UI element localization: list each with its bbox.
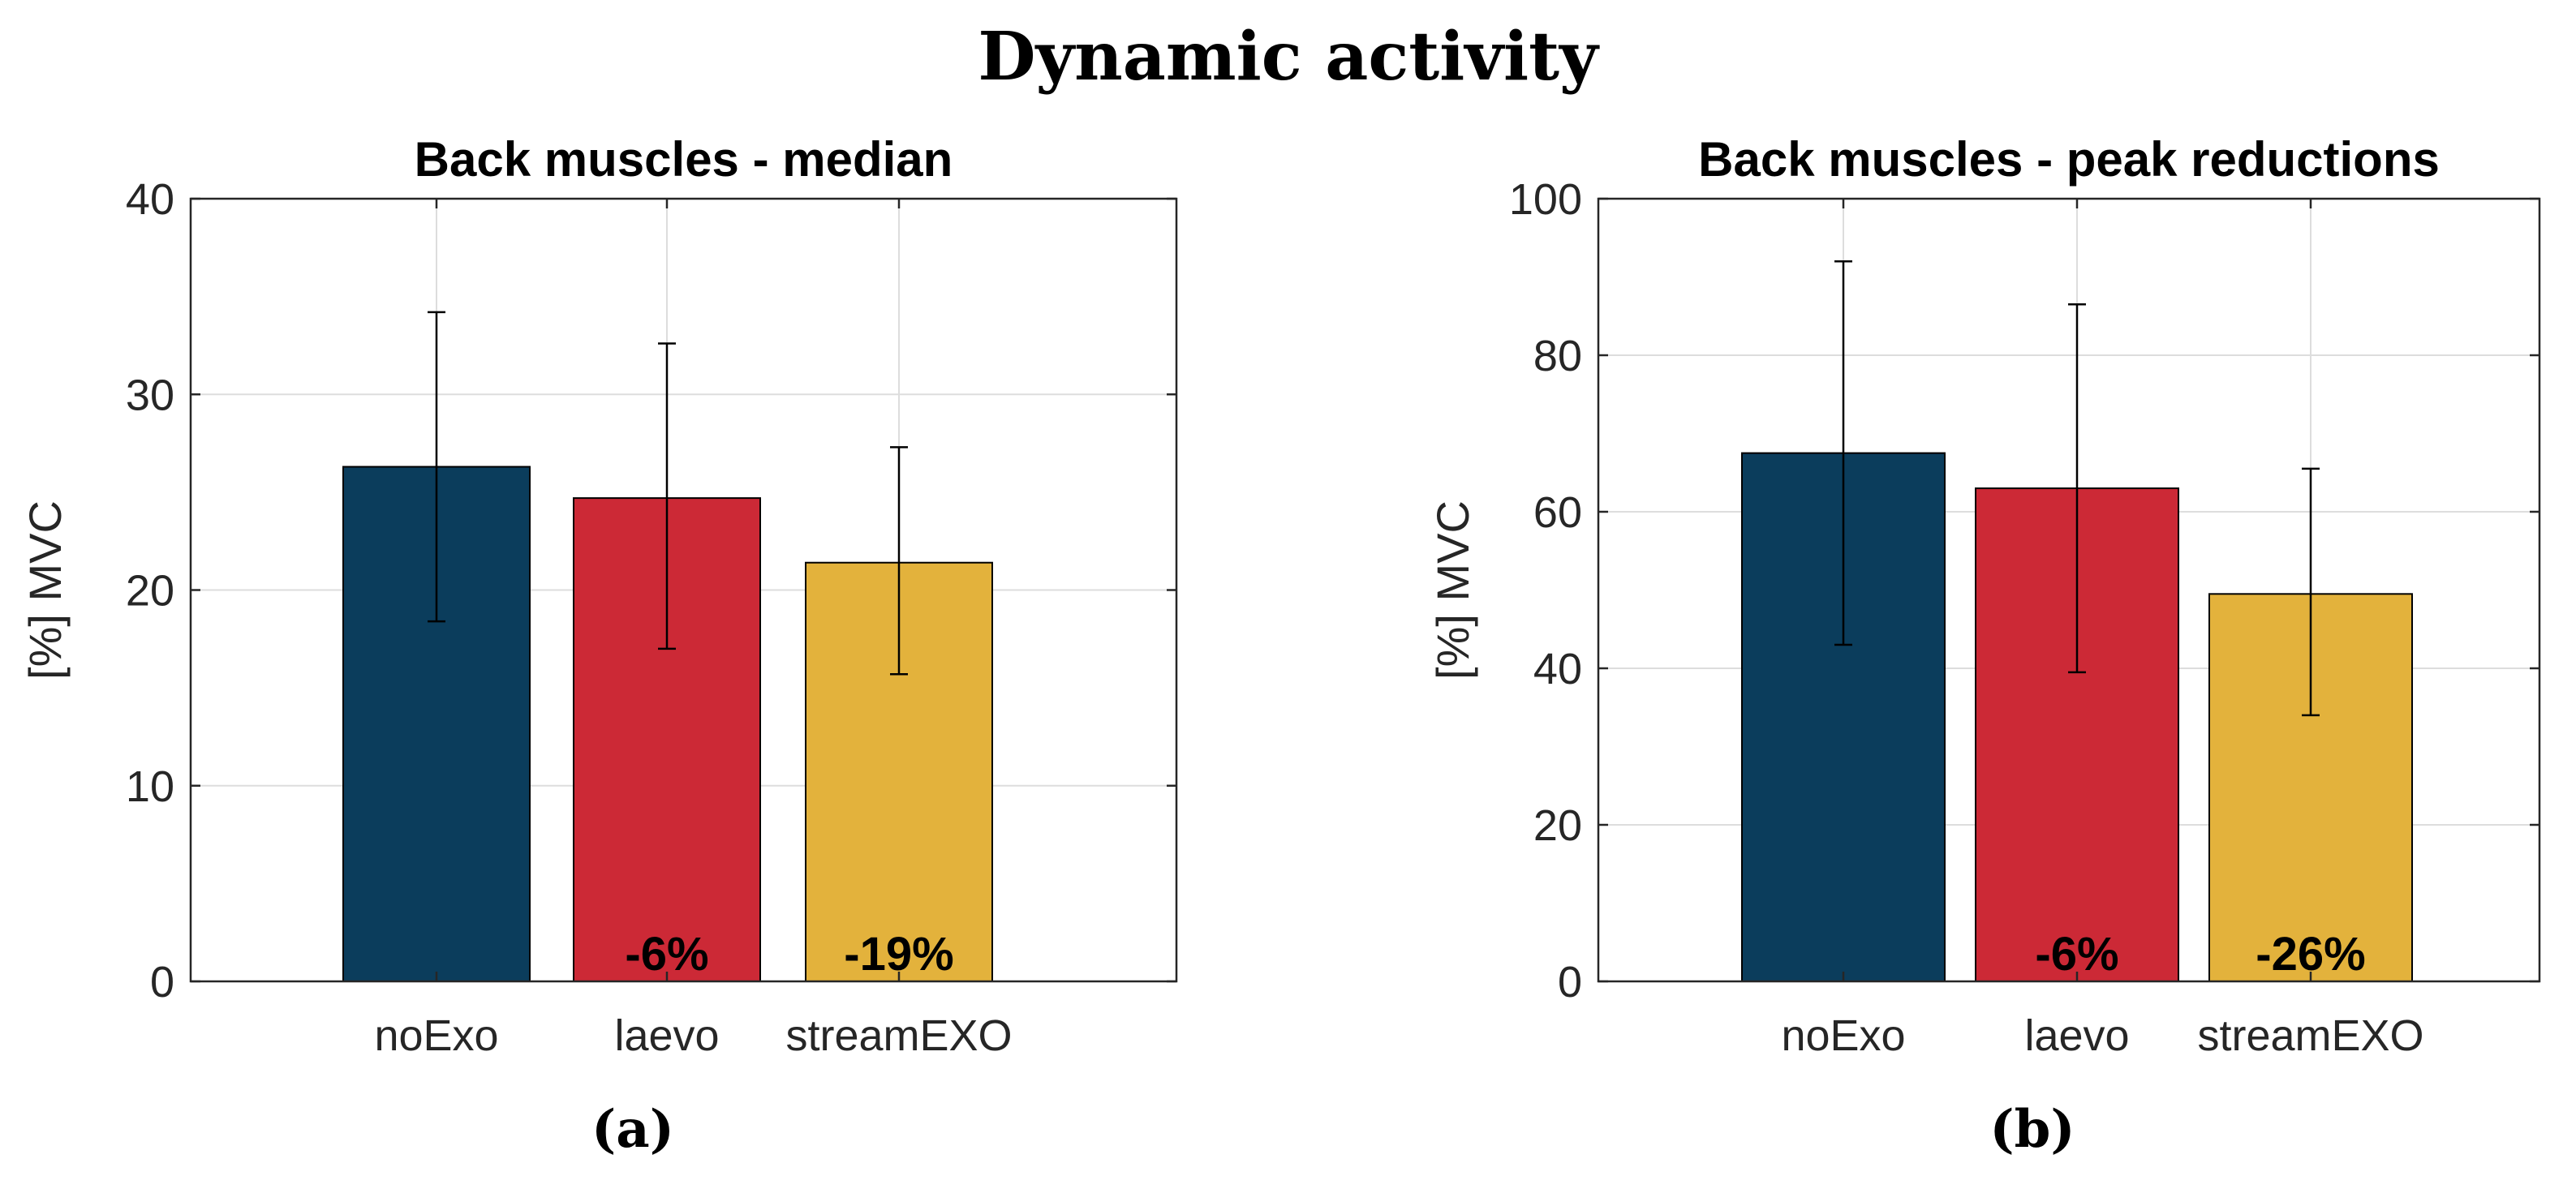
x-tick-label-streamEXO: streamEXO xyxy=(785,1011,1012,1060)
chart-title: Back muscles - median xyxy=(415,132,953,187)
caption-a: (a) xyxy=(591,1099,675,1160)
axes-frame xyxy=(1597,197,2541,983)
x-tick-label-laevo: laevo xyxy=(614,1011,719,1060)
y-tick-label: 20 xyxy=(126,567,174,616)
y-tick-label: 20 xyxy=(1533,801,1582,850)
x-tick-label-noExo: noExo xyxy=(374,1011,498,1060)
y-axis-label: [%] MVC xyxy=(19,500,71,680)
y-tick-label: 80 xyxy=(1533,332,1582,380)
y-tick-label: 30 xyxy=(126,371,174,419)
caption-b: (b) xyxy=(1989,1099,2075,1160)
figure-title: Dynamic activity xyxy=(978,18,1598,96)
y-tick-label: 0 xyxy=(1558,958,1582,1007)
y-tick-label: 10 xyxy=(126,762,174,811)
y-tick-label: 100 xyxy=(1509,175,1582,224)
y-axis-label: [%] MVC xyxy=(1427,500,1478,680)
y-tick-label: 40 xyxy=(1533,645,1582,693)
y-tick-label: 60 xyxy=(1533,488,1582,537)
chart-title: Back muscles - peak reductions xyxy=(1698,132,2440,187)
y-tick-label: 40 xyxy=(126,175,174,224)
y-tick-label: 0 xyxy=(150,958,174,1007)
x-tick-label-noExo: noExo xyxy=(1781,1011,1905,1060)
x-tick-label-laevo: laevo xyxy=(2024,1011,2129,1060)
x-tick-label-streamEXO: streamEXO xyxy=(2197,1011,2423,1060)
